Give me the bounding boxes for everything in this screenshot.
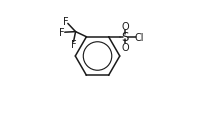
Text: O: O: [121, 43, 129, 53]
Text: F: F: [63, 17, 69, 27]
Text: F: F: [71, 40, 77, 50]
Text: O: O: [121, 22, 129, 32]
Text: S: S: [122, 31, 129, 44]
Text: F: F: [59, 28, 65, 38]
Text: Cl: Cl: [135, 32, 144, 42]
